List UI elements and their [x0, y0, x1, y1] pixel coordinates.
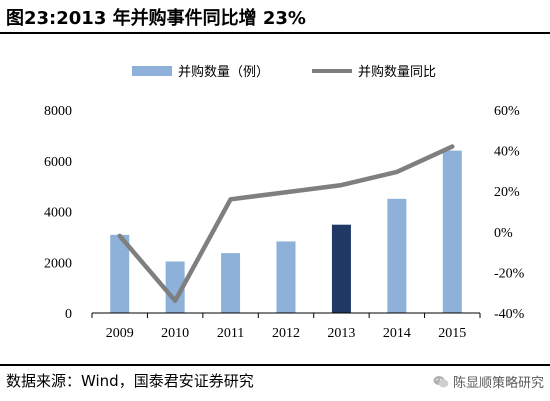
watermark-text: 陈显顺策略研究 — [452, 376, 544, 391]
chart-area: 并购数量（例） 并购数量同比 0 2000 4000 6000 8000 -40% -20% 0%… — [0, 34, 550, 364]
x-tick-label: 2014 — [383, 326, 411, 341]
y-right-tick-label: 40% — [494, 145, 520, 160]
x-tick-label: 2012 — [272, 326, 300, 341]
y-right-tick-label: -20% — [494, 266, 525, 281]
y-left-tick-label: 8000 — [44, 104, 72, 119]
bar-2015 — [442, 150, 462, 313]
y-left-tick-label: 4000 — [44, 206, 72, 221]
legend-label-line: 并购数量同比 — [358, 64, 436, 80]
y-right-tick-label: 60% — [494, 104, 520, 119]
watermark: 陈显顺策略研究 — [433, 372, 544, 391]
y-right-tick-label: -40% — [494, 307, 525, 322]
legend-label-bars: 并购数量（例） — [178, 64, 269, 80]
title-underline — [0, 32, 550, 34]
legend-swatch-bars — [132, 66, 172, 76]
x-tick-label: 2015 — [438, 326, 466, 341]
x-tick-label: 2009 — [106, 326, 134, 341]
bar-2011 — [221, 253, 241, 313]
y-right-tick-label: 0% — [494, 226, 513, 241]
wechat-icon — [433, 375, 449, 387]
bar-2014 — [387, 198, 407, 313]
x-tick-label: 2010 — [161, 326, 189, 341]
bar-2010 — [165, 261, 185, 313]
y-right-tick-label: 20% — [494, 185, 520, 200]
x-tick-label: 2011 — [217, 326, 244, 341]
figure-title: 图23:2013 年并购事件同比增 23% — [6, 8, 306, 29]
bar-2009 — [110, 234, 130, 313]
y-left-tick-label: 0 — [65, 307, 72, 322]
x-tick-label: 2013 — [327, 326, 355, 341]
bar-2013 — [331, 224, 351, 313]
bar-2012 — [276, 241, 296, 313]
y-left-tick-label: 6000 — [44, 155, 72, 170]
y-left-tick-label: 2000 — [44, 256, 72, 271]
data-source: 数据来源：Wind，国泰君安证券研究 — [6, 372, 254, 390]
combo-chart: 并购数量（例） 并购数量同比 0 2000 4000 6000 8000 -40% -20% 0%… — [44, 64, 525, 341]
source-divider — [0, 364, 550, 366]
